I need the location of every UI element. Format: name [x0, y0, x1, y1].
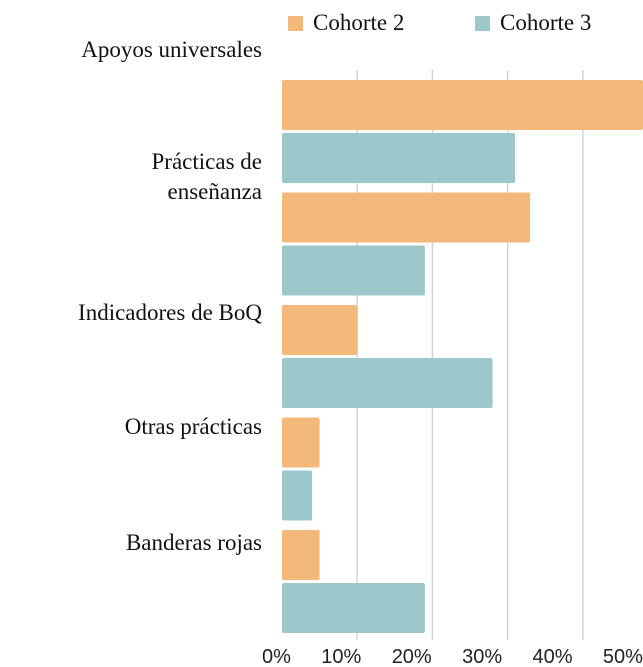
- legend-label: Cohorte 2: [313, 10, 405, 35]
- category-label: Banderas rojas: [125, 530, 262, 555]
- bar: [282, 245, 425, 296]
- bar: [282, 530, 320, 580]
- category-label: Prácticas de enseñanza: [151, 149, 262, 204]
- legend-swatch: [475, 15, 490, 31]
- bar: [282, 583, 425, 633]
- bar: [282, 192, 531, 243]
- x-axis: 0% 10% 20% 30% 40% 50%: [262, 646, 643, 667]
- category-label: Apoyos universales: [81, 37, 262, 62]
- x-tick-label: 10%: [321, 646, 362, 667]
- legend-item: Cohorte 3: [475, 10, 591, 36]
- legend-label: Cohorte 3: [500, 10, 592, 35]
- bar: [282, 417, 320, 468]
- x-tick-label: 0%: [262, 646, 291, 667]
- category-label: Otras prácticas: [124, 414, 262, 439]
- bar: [282, 133, 516, 183]
- x-tick-label: 40%: [532, 646, 573, 667]
- bar: [282, 358, 493, 408]
- x-tick-label: 30%: [462, 646, 503, 667]
- bar: [282, 80, 643, 130]
- category-label: Indicadores de BoQ: [78, 300, 262, 325]
- bar: [282, 470, 313, 521]
- bar: [282, 305, 358, 355]
- x-tick-label: 20%: [391, 646, 432, 667]
- x-tick-label: 50%: [602, 646, 643, 667]
- legend-swatch: [288, 15, 303, 31]
- legend-item: Cohorte 2: [288, 10, 404, 36]
